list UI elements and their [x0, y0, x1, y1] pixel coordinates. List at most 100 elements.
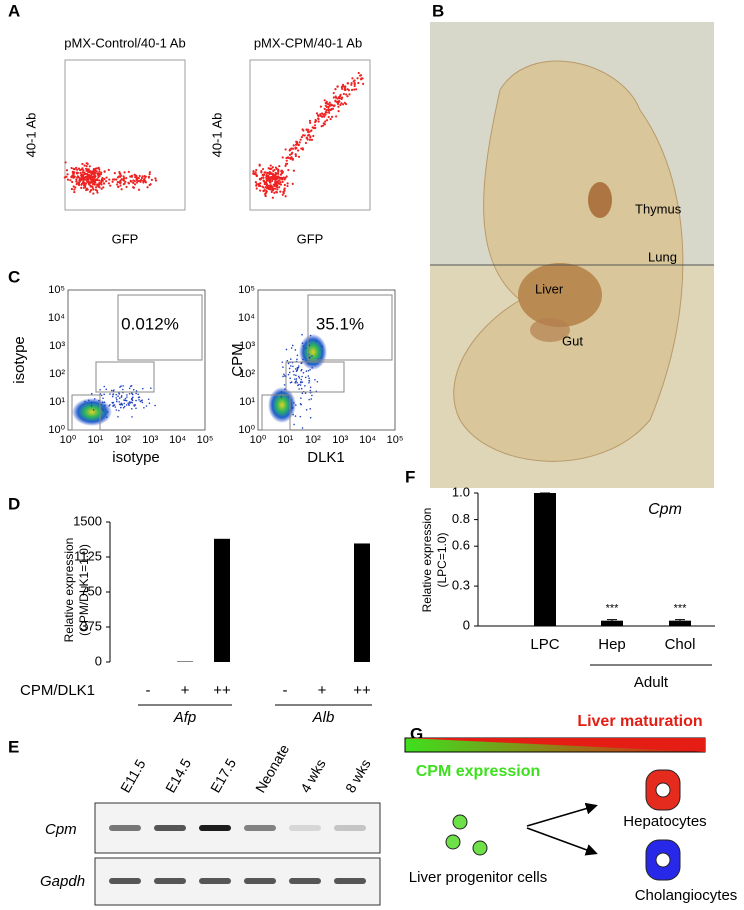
- dot: [138, 396, 141, 398]
- dot: [270, 190, 273, 194]
- dot: [281, 180, 284, 183]
- tick-label: 10³: [142, 434, 158, 446]
- dot: [298, 388, 300, 390]
- dot: [95, 170, 98, 173]
- dot: [117, 185, 120, 189]
- dot: [278, 179, 281, 182]
- dot: [90, 405, 93, 407]
- dot: [88, 182, 91, 185]
- x-tick-label: +: [181, 682, 190, 699]
- dot: [263, 182, 266, 186]
- dot: [321, 115, 324, 118]
- dot: [322, 122, 325, 125]
- dot: [341, 87, 344, 90]
- dot: [145, 405, 148, 407]
- tissue-label: Liver: [535, 281, 564, 296]
- dot: [129, 402, 131, 405]
- x-tick-label: ++: [353, 682, 371, 699]
- dot: [128, 392, 131, 395]
- dot: [101, 408, 104, 410]
- dot: [100, 178, 104, 181]
- dot: [312, 126, 315, 130]
- dot: [297, 375, 300, 378]
- dot: [94, 186, 98, 189]
- dot: [309, 135, 312, 138]
- dot: [95, 189, 99, 192]
- band: [334, 878, 366, 884]
- y-tick-label: 0: [463, 617, 470, 632]
- dot: [308, 377, 310, 380]
- dot: [92, 183, 95, 186]
- dot: [335, 115, 338, 118]
- density: [268, 387, 296, 423]
- dot: [309, 121, 312, 124]
- dot: [120, 178, 123, 181]
- dot: [98, 186, 101, 189]
- dot: [98, 399, 100, 402]
- dot: [130, 175, 134, 178]
- dot: [297, 143, 300, 147]
- dot: [336, 85, 339, 88]
- dot: [118, 171, 121, 174]
- dot: [119, 184, 122, 187]
- panel-letter: F: [405, 467, 415, 486]
- dot: [150, 387, 152, 389]
- dot: [279, 181, 282, 184]
- tick-label: 10³: [332, 434, 348, 446]
- dot: [65, 169, 69, 172]
- dot: [277, 170, 280, 173]
- dot: [292, 413, 294, 416]
- dot: [138, 399, 140, 401]
- dot: [338, 97, 341, 100]
- dot: [356, 77, 359, 80]
- dot: [102, 409, 105, 412]
- dot: [309, 130, 312, 133]
- dot: [111, 178, 115, 181]
- dot: [76, 176, 79, 179]
- dot: [271, 179, 274, 182]
- dot: [301, 427, 304, 429]
- dot: [133, 173, 136, 176]
- dot: [350, 83, 353, 86]
- dot: [274, 183, 277, 186]
- dot: [263, 180, 266, 184]
- dot: [120, 394, 123, 397]
- progenitor-cell: [445, 834, 461, 850]
- dot: [283, 384, 286, 386]
- dot: [308, 344, 311, 347]
- dot: [294, 368, 297, 370]
- dot: [339, 103, 342, 107]
- plot-title: pMX-Control/40-1 Ab: [64, 35, 185, 50]
- dot: [65, 175, 68, 178]
- dot: [301, 362, 303, 364]
- dot: [154, 179, 158, 182]
- dot: [112, 393, 114, 396]
- dot: [294, 378, 296, 380]
- dot: [128, 387, 131, 390]
- dot: [135, 392, 137, 395]
- dot: [291, 147, 295, 150]
- dot: [303, 134, 306, 137]
- dot: [304, 376, 307, 379]
- dot: [336, 97, 339, 100]
- dot: [308, 398, 311, 401]
- dot: [312, 134, 315, 138]
- dot: [261, 167, 265, 171]
- dot: [123, 399, 126, 402]
- tick-label: 10⁴: [238, 312, 255, 324]
- lane-label: E14.5: [162, 755, 194, 795]
- dot: [122, 406, 125, 409]
- dot: [304, 141, 308, 145]
- dot: [284, 164, 287, 167]
- dot: [115, 178, 118, 181]
- dot: [309, 368, 311, 371]
- dot: [96, 191, 99, 194]
- dot: [85, 164, 88, 168]
- dot: [135, 178, 138, 181]
- dot: [105, 388, 108, 391]
- dot: [294, 381, 297, 383]
- dot: [116, 400, 118, 403]
- dot: [72, 173, 75, 176]
- dot: [289, 377, 291, 379]
- dot: [76, 182, 79, 185]
